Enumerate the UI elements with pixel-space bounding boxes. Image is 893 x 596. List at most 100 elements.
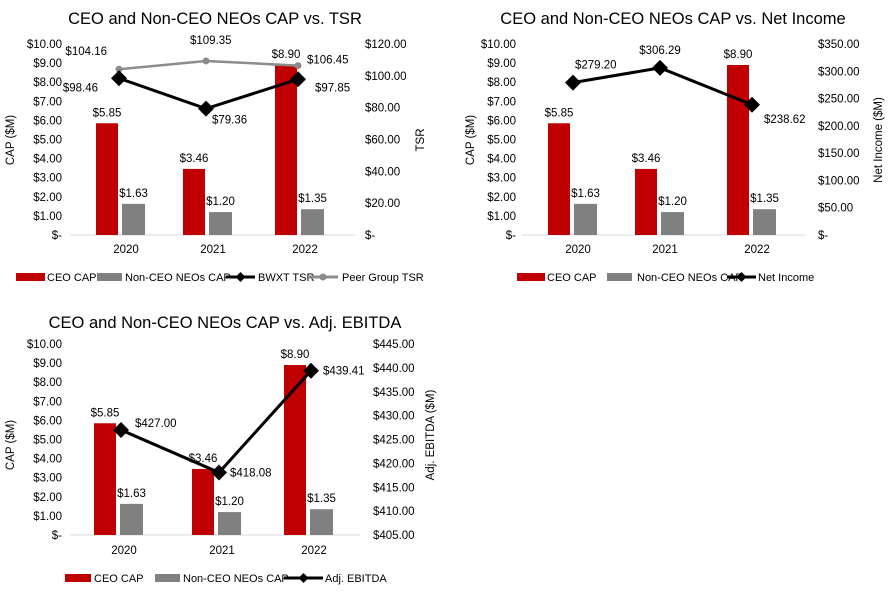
ceo-cap-bar <box>183 168 205 235</box>
y-tick-label: $4.00 <box>33 454 62 466</box>
y-right-tick-label: $425.00 <box>373 435 415 447</box>
y-right-tick-label: $250.00 <box>818 94 860 106</box>
bar-data-label: $8.90 <box>724 49 753 61</box>
diamond-marker <box>303 362 319 379</box>
legend-swatch <box>97 273 122 281</box>
y-tick-label: $8.00 <box>33 377 62 389</box>
y-tick-label: $6.00 <box>33 115 62 127</box>
chart-1: CEO and Non-CEO NEOs CAP vs. TSR $- $1.00 $… <box>5 10 427 284</box>
y-right-tick-label: $60.00 <box>365 135 400 147</box>
non-ceo-cap-bar <box>209 212 232 235</box>
y-tick-label: $1.00 <box>33 511 62 523</box>
y-right-tick-label: $405.00 <box>373 530 415 542</box>
legend-label: Net Income <box>758 272 814 284</box>
chart-2: CEO and Non-CEO NEOs CAP vs. Net Income $… <box>465 10 885 284</box>
legend-swatch <box>155 574 180 582</box>
diamond-marker <box>652 59 668 76</box>
y-tick-label: $2.00 <box>33 192 62 204</box>
y-tick-label: $4.00 <box>33 154 62 166</box>
line-data-label: $427.00 <box>135 418 177 430</box>
chart-title: CEO and Non-CEO NEOs CAP vs. Adj. EBITDA <box>49 314 402 332</box>
x-tick-label: 2021 <box>652 244 678 256</box>
ceo-cap-bar <box>192 468 214 535</box>
y-tick-label: $5.00 <box>487 135 516 147</box>
y-right-tick-label: $430.00 <box>373 411 415 423</box>
diamond-marker <box>744 96 760 113</box>
y-right-tick-label: $40.00 <box>365 166 400 178</box>
line-data-label: $439.41 <box>323 366 365 378</box>
bar-data-label: $3.46 <box>189 453 218 465</box>
non-ceo-cap-bar <box>301 209 324 235</box>
y-right-tick-label: $120.00 <box>365 39 407 51</box>
y-axis-title: CAP ($M) <box>5 115 17 165</box>
bar-data-label: $1.63 <box>571 188 600 200</box>
y-tick-label: $7.00 <box>487 96 516 108</box>
non-ceo-cap-bar <box>753 209 776 235</box>
peer-marker <box>294 62 302 70</box>
x-tick-label: 2021 <box>200 244 226 256</box>
bar-data-label: $3.46 <box>180 153 209 165</box>
x-tick-label: 2020 <box>111 545 137 557</box>
y-right-tick-label: $100.00 <box>818 175 860 187</box>
line-data-label: $279.20 <box>575 60 617 72</box>
diamond-marker <box>565 74 581 91</box>
y-tick-label: $8.00 <box>487 77 516 89</box>
line-data-label: $106.45 <box>307 55 349 67</box>
bar-data-label: $1.63 <box>119 188 148 200</box>
bar-data-label: $1.20 <box>215 496 244 508</box>
bar-data-label: $3.46 <box>632 153 661 165</box>
legend-marker <box>298 573 309 583</box>
line-data-label: $306.29 <box>639 45 681 57</box>
ceo-cap-bar <box>727 65 749 235</box>
line-data-label: $98.46 <box>63 82 98 94</box>
legend-label: BWXT TSR <box>258 272 314 284</box>
line-data-label: $418.08 <box>230 468 272 480</box>
legend-label: Adj. EBITDA <box>325 573 387 585</box>
x-tick-label: 2022 <box>744 244 770 256</box>
y-axis-title: CAP ($M) <box>465 115 477 165</box>
bar-data-label: $8.90 <box>281 349 310 361</box>
line-data-label: $109.35 <box>190 35 232 47</box>
ceo-cap-bar <box>94 423 116 535</box>
y-right-tick-label: $350.00 <box>818 39 860 51</box>
diamond-marker <box>198 100 214 117</box>
y-right-tick-label: $435.00 <box>373 387 415 399</box>
y-right-tick-label: $100.00 <box>365 71 407 83</box>
legend-swatch <box>607 273 632 281</box>
legend-swatch <box>16 273 45 281</box>
line-data-label: $79.36 <box>212 115 247 127</box>
x-tick-label: 2021 <box>209 545 235 557</box>
line-data-label: $104.16 <box>65 46 107 58</box>
y-axis-title: CAP ($M) <box>5 420 17 470</box>
bar-data-label: $5.85 <box>545 107 574 119</box>
y-tick-label: $- <box>52 530 62 542</box>
legend-label: CEO CAP <box>47 272 97 284</box>
x-tick-label: 2020 <box>565 244 591 256</box>
y-tick-label: $6.00 <box>487 115 516 127</box>
bar-data-label: $1.35 <box>750 193 779 205</box>
y-tick-label: $3.00 <box>33 173 62 185</box>
legend-swatch <box>517 273 545 281</box>
diamond-marker <box>211 464 227 481</box>
y-right-tick-label: $50.00 <box>818 203 853 215</box>
x-tick-label: 2022 <box>292 244 318 256</box>
non-ceo-cap-bar <box>661 212 684 235</box>
y-tick-label: $6.00 <box>33 415 62 427</box>
non-ceo-cap-bar <box>574 203 597 235</box>
y-tick-label: $1.00 <box>33 211 62 223</box>
y-right-tick-label: $80.00 <box>365 103 400 115</box>
legend-label: Peer Group TSR <box>342 272 424 284</box>
y-tick-label: $- <box>52 230 62 242</box>
bar-data-label: $1.63 <box>117 488 146 500</box>
ceo-cap-bar <box>548 123 570 235</box>
legend-label: CEO CAP <box>547 272 597 284</box>
bar-data-label: $8.90 <box>272 49 301 61</box>
y-tick-label: $3.00 <box>33 473 62 485</box>
legend-marker <box>736 272 747 282</box>
y-right-tick-label: $150.00 <box>818 148 860 160</box>
legend-label: Non-CEO NEOs CAP <box>125 272 231 284</box>
legend-marker <box>235 272 246 282</box>
bar-data-label: $1.35 <box>298 193 327 205</box>
legend-label: Non-CEO NEOs CAP <box>637 272 743 284</box>
diamond-marker <box>290 71 306 88</box>
